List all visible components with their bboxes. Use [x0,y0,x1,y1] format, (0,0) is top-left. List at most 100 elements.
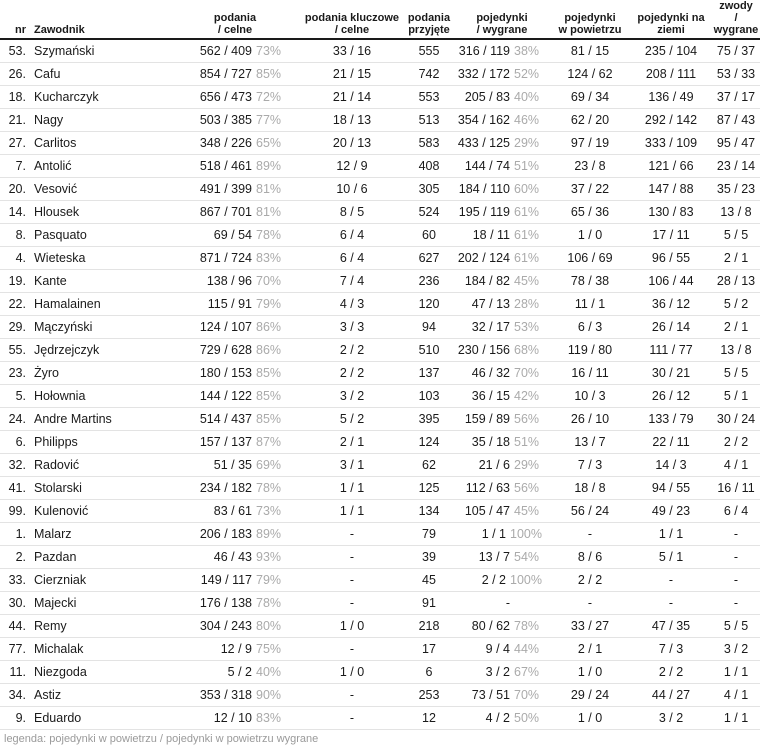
header-passes-line2: / celne [217,24,253,36]
cell-key-passes-value: 6 / 4 [339,227,365,242]
table-row[interactable]: 44. Remy 304 / 243 80% 1 / 0 218 80 / 62 78% 33 … [0,614,760,638]
cell-ground-duels-value: 111 / 77 [649,342,693,357]
cell-ground-duels: 44 / 27 [630,683,712,707]
cell-key-passes: - [300,683,404,707]
table-row[interactable]: 26. Cafu 854 / 727 85% 21 / 15 742 332 / 172 52… [0,62,760,86]
header-contests-line2: / wygrane [713,12,759,36]
cell-received-value: 218 [418,618,440,633]
table-row[interactable]: 32. Radović 51 / 35 69% 3 / 1 62 21 / 6 29% 7 / … [0,453,760,477]
cell-passes-value: 234 / 182 [199,480,252,495]
cell-player-name-value: Szymański [34,43,95,58]
cell-nr-value: 33. [8,572,26,587]
cell-contests: 13 / 8 [712,338,760,362]
cell-duels-value: 144 / 74 [464,158,510,173]
table-row[interactable]: 99. Kulenović 83 / 61 73% 1 / 1 134 105 / 47 45… [0,499,760,523]
table-row[interactable]: 55. Jędrzejczyk 729 / 628 86% 2 / 2 510 230 / … [0,338,760,362]
cell-player-name: Hołownia [30,384,170,408]
cell-nr: 55. [0,338,30,362]
header-passes[interactable]: podania / celne [170,0,300,40]
cell-ground-duels: 292 / 142 [630,108,712,132]
header-aerial-line2: w powietrzu [558,24,622,36]
cell-nr: 23. [0,361,30,385]
table-row[interactable]: 30. Majecki 176 / 138 78% - 91 - - - - [0,591,760,615]
header-key-passes[interactable]: podania kluczowe / celne [300,0,404,40]
table-row[interactable]: 53. Szymański 562 / 409 73% 33 / 16 555 316 / … [0,39,760,63]
table-row[interactable]: 2. Pazdan 46 / 43 93% - 39 13 / 7 54% 8 / 6 5 / 1… [0,545,760,569]
cell-received-value: 627 [418,250,440,265]
cell-aerial-duels-value: - [587,595,593,610]
cell-player-name-value: Radović [34,457,80,472]
cell-received-value: 134 [418,503,440,518]
table-row[interactable]: 34. Astiz 353 / 318 90% - 253 73 / 51 70% 29 / 2… [0,683,760,707]
table-row[interactable]: 41. Stolarski 234 / 182 78% 1 / 1 125 112 / 63… [0,476,760,500]
table-row[interactable]: 6. Philipps 157 / 137 87% 2 / 1 124 35 / 18 51%… [0,430,760,454]
cell-key-passes-value: 6 / 4 [339,250,365,265]
cell-passes: 518 / 461 89% [170,154,300,178]
cell-player-name-value: Jędrzejczyk [34,342,100,357]
cell-nr-value: 2. [15,549,26,564]
cell-contests: 53 / 33 [712,62,760,86]
cell-ground-duels: 26 / 12 [630,384,712,408]
table-row[interactable]: 23. Żyro 180 / 153 85% 2 / 2 137 46 / 32 70% 16 … [0,361,760,385]
cell-ground-duels: 106 / 44 [630,269,712,293]
cell-key-passes: 33 / 16 [300,39,404,63]
cell-player-name-value: Majecki [34,595,77,610]
header-contests[interactable]: zwody / wygrane [712,0,760,40]
table-row[interactable]: 5. Hołownia 144 / 122 85% 3 / 2 103 36 / 15 42%… [0,384,760,408]
table-row[interactable]: 33. Cierzniak 149 / 117 79% -45 2 / 2 100% 2 / … [0,568,760,592]
duels-won-percent: 54% [514,549,540,564]
cell-received-value: 103 [418,388,440,403]
header-player[interactable]: Zawodnik [30,0,170,40]
cell-contests-value: 75 / 37 [716,43,756,58]
table-row[interactable]: 29. Mączyński 124 / 107 86% 3 / 3 94 32 / 17 53… [0,315,760,339]
header-aerial[interactable]: pojedynki w powietrzu [550,0,630,40]
cell-ground-duels: 2 / 2 [630,660,712,684]
table-row[interactable]: 1. Malarz 206 / 183 89% -79 1 / 1 100% -1 / 1- [0,522,760,546]
table-row[interactable]: 21. Nagy 503 / 385 77% 18 / 13 513 354 / 162 46… [0,108,760,132]
table-row[interactable]: 7. Antolić 518 / 461 89% 12 / 9 408 144 / 74 51… [0,154,760,178]
cell-key-passes-value: 8 / 5 [339,204,365,219]
header-ground[interactable]: pojedynki na ziemi [630,0,712,40]
cell-key-passes-value: - [349,595,355,610]
cell-passes-value: 115 / 91 [207,296,252,311]
table-row[interactable]: 24. Andre Martins 514 / 437 85% 5 / 2 395 159 … [0,407,760,431]
table-row[interactable]: 27. Carlitos 348 / 226 65% 20 / 13 583 433 / 1… [0,131,760,155]
cell-nr-value: 4. [15,250,26,265]
table-row[interactable]: 14. Hlousek 867 / 701 81% 8 / 5 524 195 / 119 6… [0,200,760,224]
cell-nr: 18. [0,85,30,109]
table-row[interactable]: 9. Eduardo 12 / 10 83% - 12 4 / 2 50% 1 / 0 3 / 2… [0,706,760,730]
table-row[interactable]: 22. Hamalainen 115 / 91 79% 4 / 3 120 47 / 13 2… [0,292,760,316]
cell-duels-value: 316 / 119 [458,43,510,58]
table-row[interactable]: 11. Niezgoda 5 / 2 40% 1 / 0 6 3 / 2 67% 1 / 0 2 … [0,660,760,684]
cell-contests-value: 87 / 43 [716,112,756,127]
cell-nr-value: 26. [8,66,26,81]
cell-player-name: Nagy [30,108,170,132]
table-row[interactable]: 19. Kante 138 / 96 70% 7 / 4 236 184 / 82 45% 78… [0,269,760,293]
cell-nr: 30. [0,591,30,615]
cell-passes-value: 656 / 473 [199,89,252,104]
cell-received: 94 [404,315,454,339]
cell-player-name-value: Kulenović [34,503,89,518]
passes-accuracy-percent: 85% [256,365,282,380]
table-row[interactable]: 4. Wieteska 871 / 724 83% 6 / 4 627 202 / 124 6… [0,246,760,270]
table-row[interactable]: 18. Kucharczyk 656 / 473 72% 21 / 14 553 205 /… [0,85,760,109]
table-row[interactable]: 20. Vesović 491 / 399 81% 10 / 6 305 184 / 110… [0,177,760,201]
duels-won-percent: 42% [514,388,540,403]
cell-duels-value: 205 / 83 [464,89,510,104]
duels-won-percent: 68% [514,342,540,357]
header-duels[interactable]: pojedynki / wygrane [454,0,550,40]
header-received[interactable]: podania przyjęte [404,0,454,40]
header-nr[interactable]: nr [0,0,30,40]
table-row[interactable]: 77. Michalak 12 / 9 75% - 17 9 / 4 44% 2 / 1 7 / … [0,637,760,661]
cell-ground-duels-value: 5 / 1 [658,549,684,564]
passes-accuracy-percent: 70% [256,273,282,288]
cell-contests: 23 / 14 [712,154,760,178]
cell-contests: 1 / 1 [712,706,760,730]
table-row[interactable]: 8. Pasquato 69 / 54 78% 6 / 4 60 18 / 11 61% 1 /… [0,223,760,247]
cell-received: 218 [404,614,454,638]
cell-aerial-duels: 56 / 24 [550,499,630,523]
cell-key-passes: 21 / 15 [300,62,404,86]
cell-ground-duels-value: 94 / 55 [651,480,691,495]
cell-player-name-value: Wieteska [34,250,86,265]
duels-won-percent: 56% [514,480,540,495]
